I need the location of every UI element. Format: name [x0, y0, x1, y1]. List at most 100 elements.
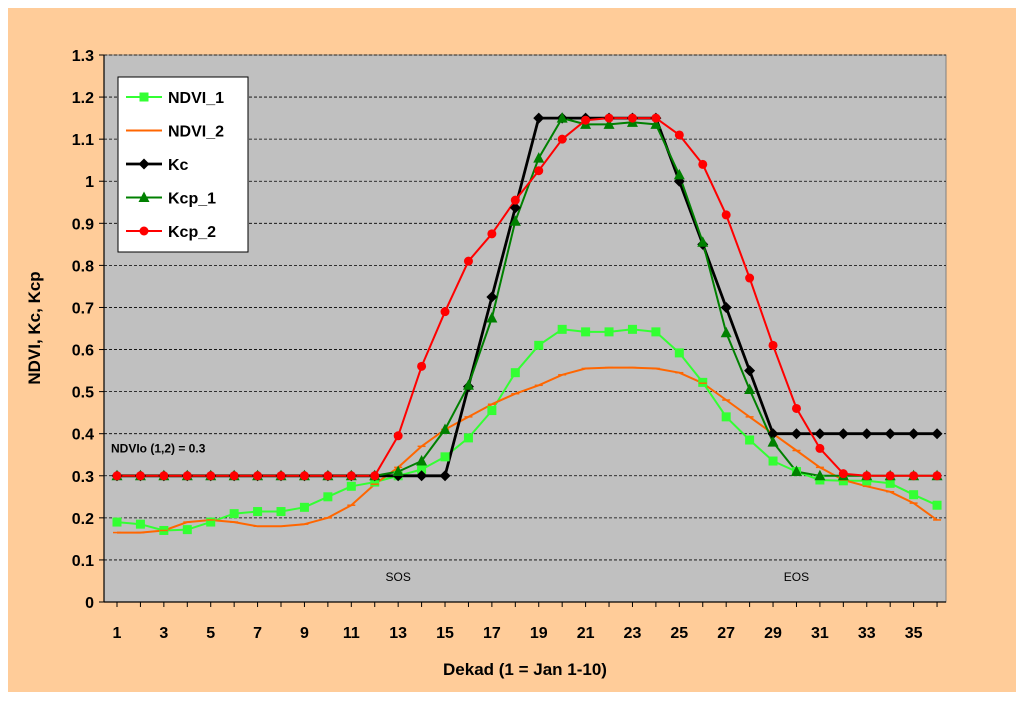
data-point-ndvi-1 — [182, 525, 192, 535]
data-point-ndvi-1 — [838, 476, 848, 486]
data-point-kcp-2 — [862, 471, 872, 481]
data-point-kc — [884, 428, 896, 440]
data-point-kcp-2 — [299, 471, 309, 481]
y-tick-label: 0.2 — [72, 511, 94, 528]
data-point-ndvi-1 — [932, 500, 942, 510]
data-point-kcp-2 — [651, 113, 661, 123]
data-point-ndvi-1 — [557, 324, 567, 334]
annotation-label: EOS — [784, 570, 809, 584]
data-point-ndvi-1 — [440, 452, 450, 462]
annotations: NDVIo (1,2) = 0.3 SOS EOS — [111, 442, 809, 584]
data-point-kcp-1 — [486, 311, 498, 323]
data-point-kcp-2 — [440, 307, 450, 317]
data-point-ndvi-1 — [745, 435, 755, 445]
data-point-kcp-1 — [767, 436, 779, 447]
data-point-kcp-1 — [462, 379, 474, 390]
data-point-ndvi-1 — [206, 517, 216, 527]
data-point-ndvi-1 — [112, 517, 122, 527]
data-point-ndvi-1 — [417, 464, 427, 474]
x-tick-label: 29 — [764, 625, 782, 642]
data-point-kcp-2 — [932, 471, 942, 481]
data-point-kc — [767, 428, 779, 440]
y-tick-label: 0.5 — [72, 385, 94, 402]
data-point-kcp-2 — [276, 471, 286, 481]
data-point-kcp-2 — [393, 431, 403, 441]
data-point-kcp-2 — [510, 195, 520, 205]
y-tick-label: 1.1 — [72, 132, 94, 149]
data-point-ndvi-1 — [604, 327, 614, 337]
data-point-kcp-2 — [745, 273, 755, 283]
x-axis-title: Dekad (1 = Jan 1-10) — [443, 660, 607, 679]
x-tick-label: 21 — [577, 625, 595, 642]
y-axis-ticks: 0 0.1 0.2 0.3 0.4 0.5 0.6 0.7 0.8 0.9 1 1.1 1.2 1.3 — [72, 48, 104, 612]
data-point-kcp-2 — [581, 115, 591, 125]
data-point-kc — [790, 428, 802, 440]
x-tick-label: 33 — [858, 625, 876, 642]
data-point-ndvi-1 — [346, 481, 356, 491]
y-tick-label: 0.3 — [72, 469, 94, 486]
data-point-kc — [486, 291, 498, 303]
x-tick-label: 3 — [159, 625, 168, 642]
y-tick-label: 0.7 — [72, 300, 94, 317]
data-point-kc — [908, 428, 920, 440]
data-point-ndvi-1 — [768, 456, 778, 466]
x-tick-label: 11 — [343, 625, 360, 642]
data-point-kcp-1 — [603, 118, 615, 129]
x-tick-label: 19 — [530, 625, 548, 642]
data-point-kcp-2 — [721, 210, 731, 220]
legend-marker-ndvi-1 — [139, 92, 149, 102]
data-point-kc — [439, 470, 451, 482]
legend: NDVI_1 NDVI_2 Kc Kcp_1 Kcp_2 — [117, 76, 249, 253]
y-axis-title: NDVI, Kc, Kcp — [25, 271, 44, 384]
y-tick-label: 1.2 — [72, 90, 94, 107]
x-tick-label: 1 — [113, 625, 122, 642]
data-point-kcp-1 — [697, 236, 709, 247]
data-point-kcp-2 — [627, 113, 637, 123]
legend-marker-kcp-1 — [138, 191, 150, 202]
data-point-ndvi-1 — [581, 327, 591, 337]
data-point-kcp-2 — [674, 130, 684, 140]
y-tick-label: 0.9 — [72, 216, 94, 233]
data-point-kcp-2 — [698, 159, 708, 169]
legend-label-kcp-1: Kcp_1 — [168, 191, 216, 208]
data-point-kcp-2 — [463, 256, 473, 266]
data-point-kcp-2 — [885, 471, 895, 481]
data-point-ndvi-1 — [510, 368, 520, 378]
data-point-kcp-2 — [206, 471, 216, 481]
data-point-kcp-2 — [534, 166, 544, 176]
x-tick-label: 9 — [300, 625, 309, 642]
data-point-kc — [837, 428, 849, 440]
data-point-kc — [509, 202, 521, 214]
data-point-kc — [861, 428, 873, 440]
data-point-kc — [533, 112, 545, 124]
data-point-ndvi-1 — [721, 412, 731, 422]
y-tick-label: 0.4 — [72, 427, 94, 444]
data-point-kcp-2 — [815, 443, 825, 453]
x-axis-ticks: 1 3 5 7 9 11 13 15 17 19 21 23 25 27 29 31 33 35 — [113, 602, 938, 642]
data-point-kcp-1 — [392, 465, 404, 477]
data-point-kcp-1 — [439, 423, 451, 434]
data-point-kcp-1 — [814, 469, 826, 481]
x-tick-label: 7 — [253, 625, 262, 642]
x-tick-label: 17 — [483, 625, 501, 642]
data-point-kcp-1 — [650, 118, 662, 129]
axes — [103, 55, 946, 603]
data-point-ndvi-1 — [651, 327, 661, 337]
legend-label-kcp-2: Kcp_2 — [168, 224, 216, 241]
x-tick-label: 31 — [811, 625, 829, 642]
x-tick-label: 25 — [670, 625, 688, 642]
annotation-label: SOS — [385, 570, 410, 584]
annotation-label: NDVIo (1,2) = 0.3 — [111, 442, 206, 456]
data-point-ndvi-1 — [229, 509, 239, 519]
data-point-kcp-2 — [417, 361, 427, 371]
data-point-kcp-2 — [346, 471, 356, 481]
y-tick-label: 0 — [85, 595, 94, 612]
x-tick-label: 27 — [717, 625, 735, 642]
series-markers — [111, 112, 943, 535]
y-tick-label: 0.6 — [72, 343, 94, 360]
x-tick-label: 35 — [905, 625, 923, 642]
data-point-kcp-2 — [323, 471, 333, 481]
x-tick-label: 13 — [389, 625, 407, 642]
